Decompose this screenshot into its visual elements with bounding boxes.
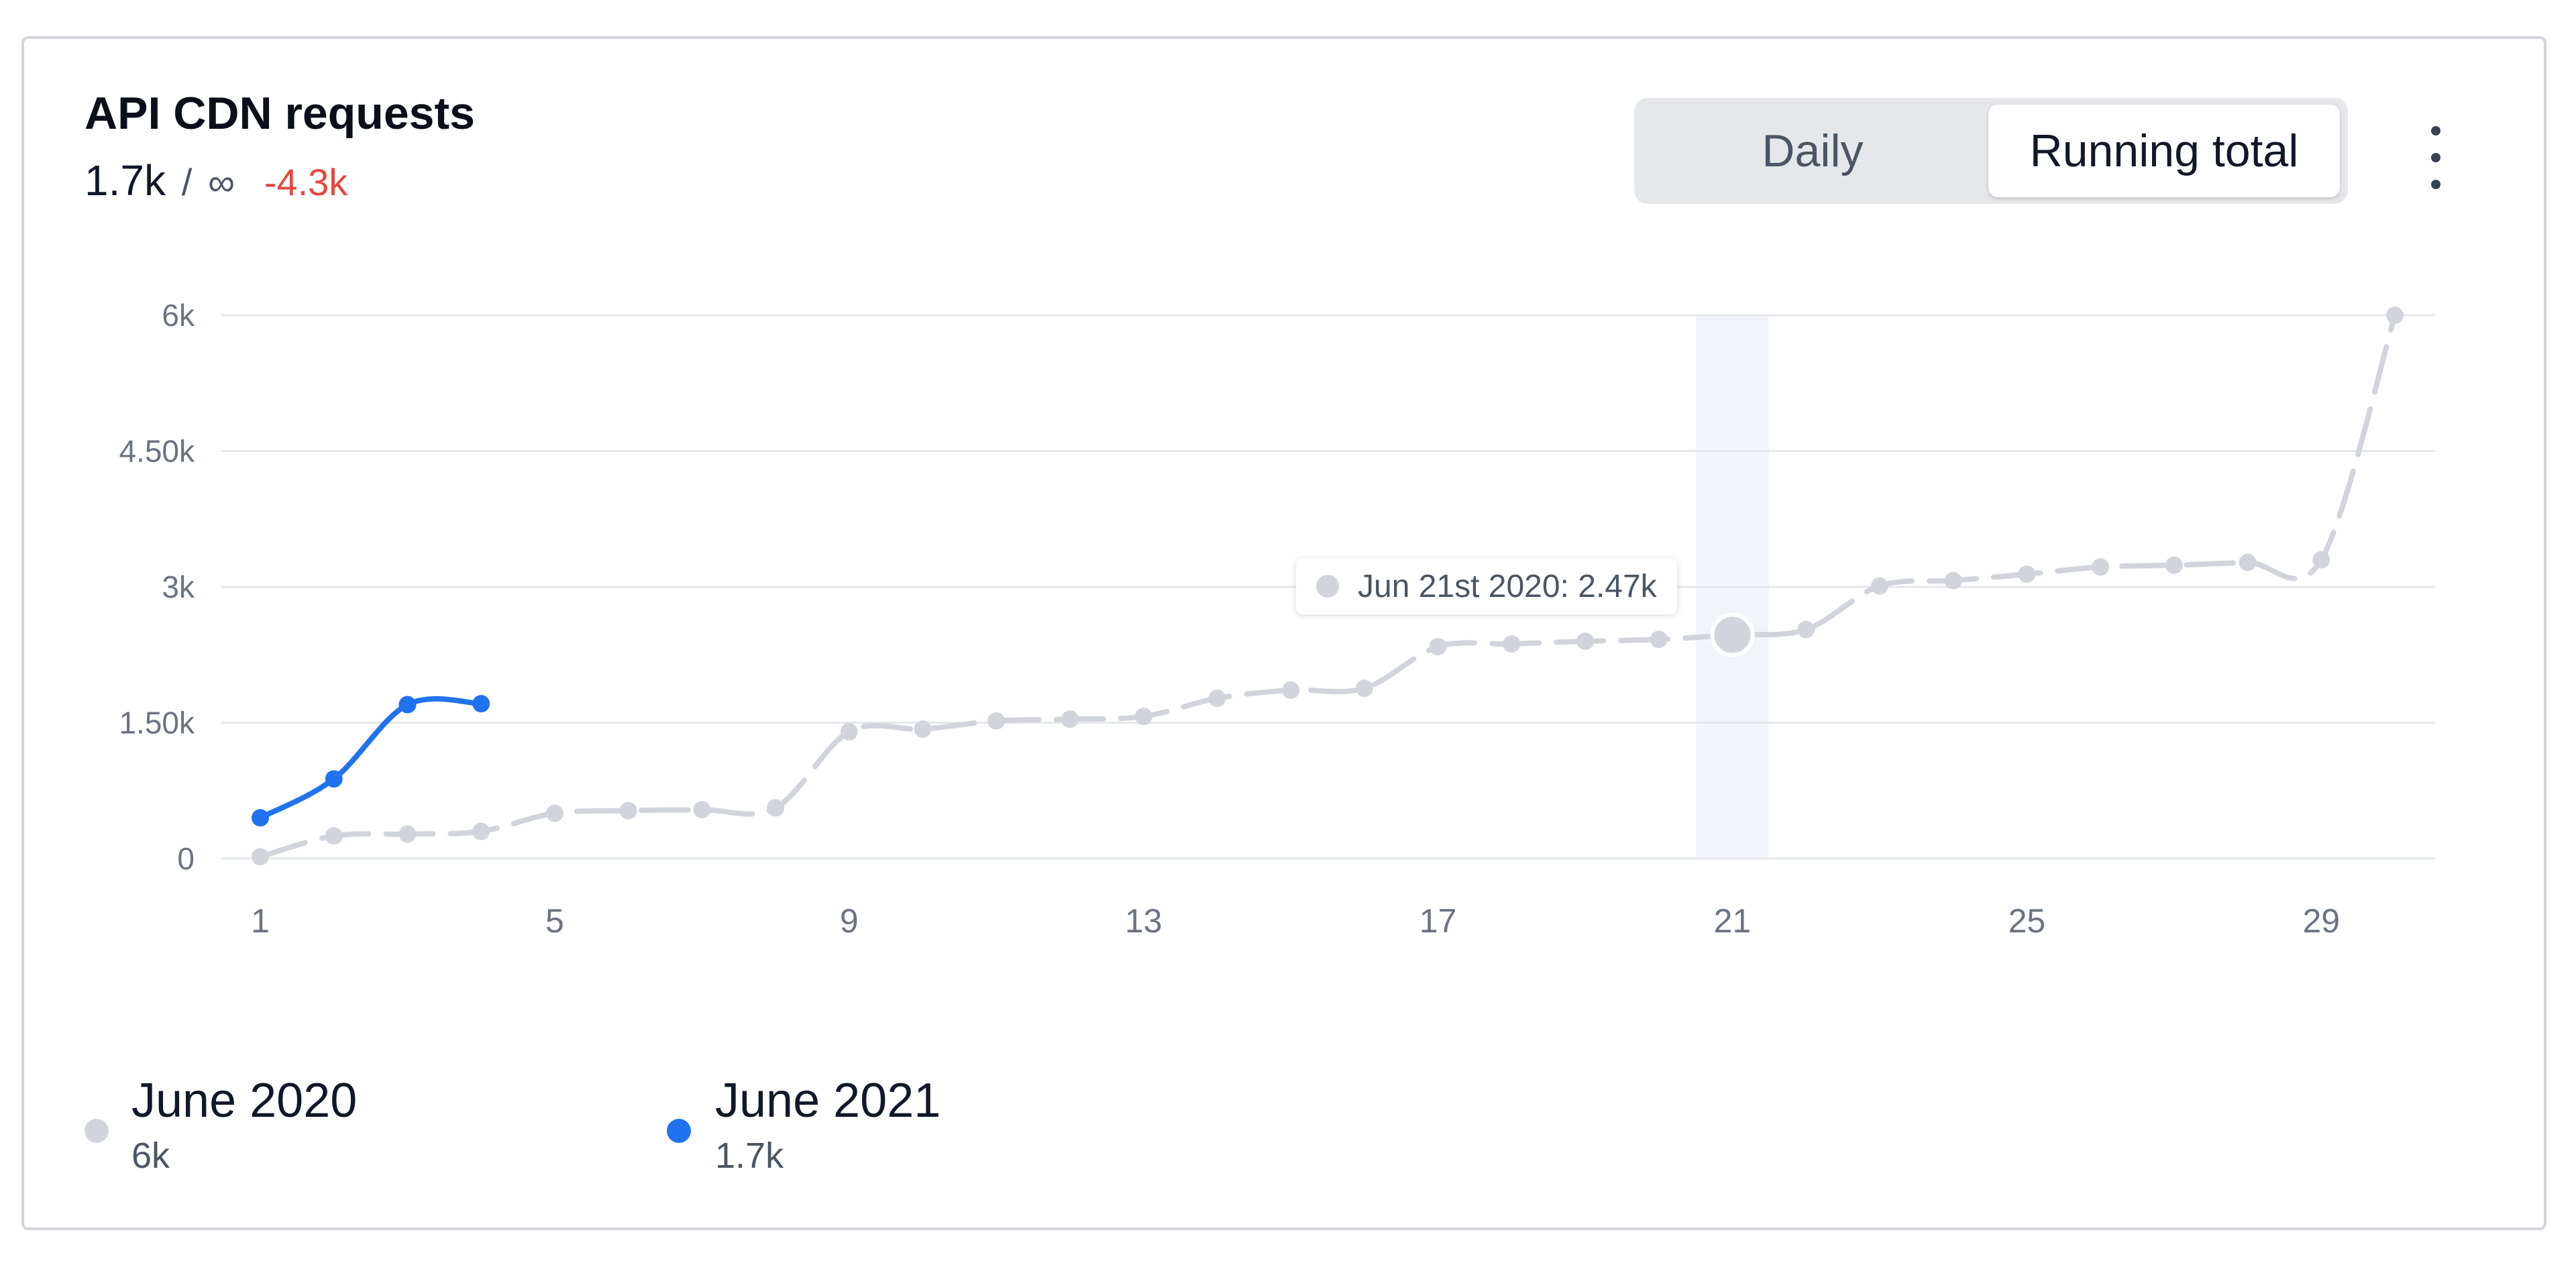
- legend-series-name: June 2020: [131, 1074, 358, 1128]
- more-vertical-icon[interactable]: [2415, 121, 2455, 195]
- y-tick-label: 6k: [162, 298, 195, 333]
- data-point: [1870, 577, 1888, 595]
- data-point: [1134, 708, 1152, 726]
- data-point: [840, 723, 858, 741]
- data-point: [2165, 556, 2183, 574]
- data-point: [1355, 679, 1373, 698]
- data-point: [1282, 681, 1300, 699]
- data-point: [472, 695, 490, 713]
- data-point: [2312, 551, 2330, 569]
- data-point: [325, 827, 343, 845]
- data-point: [545, 804, 564, 822]
- usage-summary: 1.7k / ∞ -4.3k: [85, 156, 347, 205]
- legend-marker: [667, 1119, 691, 1143]
- data-point: [619, 802, 637, 820]
- highlighted-point: [1710, 612, 1755, 657]
- x-tick-label: 13: [1125, 902, 1163, 940]
- limit-value: ∞: [208, 161, 235, 203]
- legend-series-total: 6k: [131, 1136, 170, 1176]
- data-point: [1576, 633, 1595, 650]
- toggle-running-total[interactable]: Running total: [1988, 105, 2340, 197]
- x-tick-label: 17: [1419, 902, 1457, 940]
- data-point: [1208, 690, 1226, 708]
- y-tick-label: 3k: [162, 569, 195, 604]
- toggle-daily[interactable]: Daily: [1762, 125, 1864, 176]
- summary-separator: /: [181, 161, 193, 203]
- legend-series-name: June 2021: [715, 1074, 941, 1128]
- data-point: [252, 848, 269, 866]
- data-point: [1429, 638, 1447, 656]
- x-tick-label: 21: [1714, 902, 1752, 940]
- current-value: 1.7k: [85, 156, 166, 205]
- legend-item-june-2020[interactable]: June 2020 6k: [85, 1073, 487, 1194]
- data-point: [398, 696, 417, 714]
- y-tick-label: 4.50k: [119, 434, 195, 469]
- data-point: [2092, 558, 2110, 576]
- x-tick-label: 9: [840, 902, 859, 940]
- x-tick-label: 25: [2008, 902, 2046, 940]
- delta-value: -4.3k: [264, 161, 348, 203]
- data-point: [398, 825, 417, 843]
- data-point: [1944, 571, 1962, 590]
- data-point: [2386, 307, 2404, 324]
- data-point: [1061, 710, 1079, 728]
- data-point: [1797, 620, 1815, 639]
- data-point: [1503, 635, 1521, 653]
- chart-tooltip: Jun 21st 2020: 2.47k: [1296, 558, 1677, 614]
- data-point: [2239, 553, 2257, 571]
- data-point: [325, 770, 343, 788]
- tooltip-marker: [1316, 575, 1339, 598]
- data-point: [2018, 565, 2036, 584]
- view-toggle: Daily Running total: [1634, 98, 2348, 204]
- data-point: [767, 799, 785, 817]
- legend-item-june-2021[interactable]: June 2021 1.7k: [667, 1073, 1069, 1194]
- data-point: [252, 809, 269, 827]
- data-point: [1650, 630, 1668, 649]
- x-tick-label: 5: [545, 902, 564, 940]
- x-tick-label: 29: [2302, 902, 2340, 940]
- data-point: [693, 801, 711, 819]
- y-tick-label: 1.50k: [119, 706, 195, 741]
- chart-title: API CDN requests: [85, 88, 475, 139]
- data-point: [914, 720, 932, 738]
- y-tick-label: 0: [177, 841, 195, 876]
- series-line-june-2021: [258, 696, 484, 821]
- legend-series-total: 1.7k: [715, 1136, 784, 1176]
- x-tick-label: 1: [251, 902, 270, 940]
- data-point: [987, 712, 1006, 730]
- chart-card: [21, 36, 2546, 1230]
- data-point: [472, 822, 490, 840]
- legend-marker: [85, 1119, 109, 1143]
- tooltip-label: Jun 21st 2020: 2.47k: [1358, 568, 1657, 604]
